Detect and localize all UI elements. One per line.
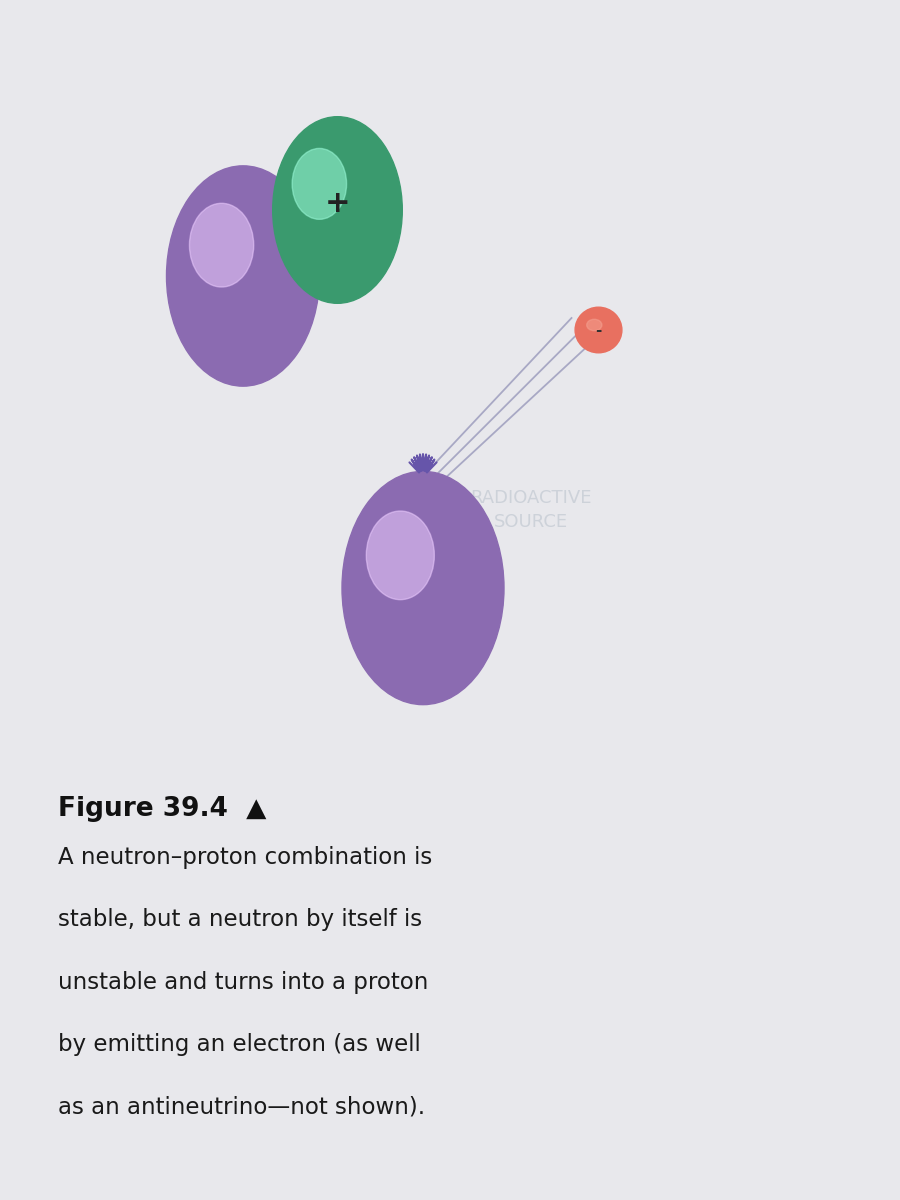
Text: A neutron–proton combination is: A neutron–proton combination is <box>58 846 433 869</box>
Text: +: + <box>325 190 350 218</box>
Ellipse shape <box>342 472 504 704</box>
Ellipse shape <box>587 319 602 331</box>
Ellipse shape <box>190 203 254 287</box>
Text: Figure 39.4  ▲: Figure 39.4 ▲ <box>58 796 267 822</box>
Text: by emitting an electron (as well: by emitting an electron (as well <box>58 1033 421 1056</box>
Ellipse shape <box>366 511 435 600</box>
Text: RADIOACTIVE
SOURCE: RADIOACTIVE SOURCE <box>470 490 592 530</box>
Text: as an antineutrino—not shown).: as an antineutrino—not shown). <box>58 1096 426 1118</box>
Text: stable, but a neutron by itself is: stable, but a neutron by itself is <box>58 908 423 931</box>
Ellipse shape <box>575 307 622 353</box>
Ellipse shape <box>292 149 346 220</box>
Text: -: - <box>595 323 602 337</box>
Ellipse shape <box>273 116 402 304</box>
Ellipse shape <box>166 166 320 386</box>
Text: unstable and turns into a proton: unstable and turns into a proton <box>58 971 429 994</box>
